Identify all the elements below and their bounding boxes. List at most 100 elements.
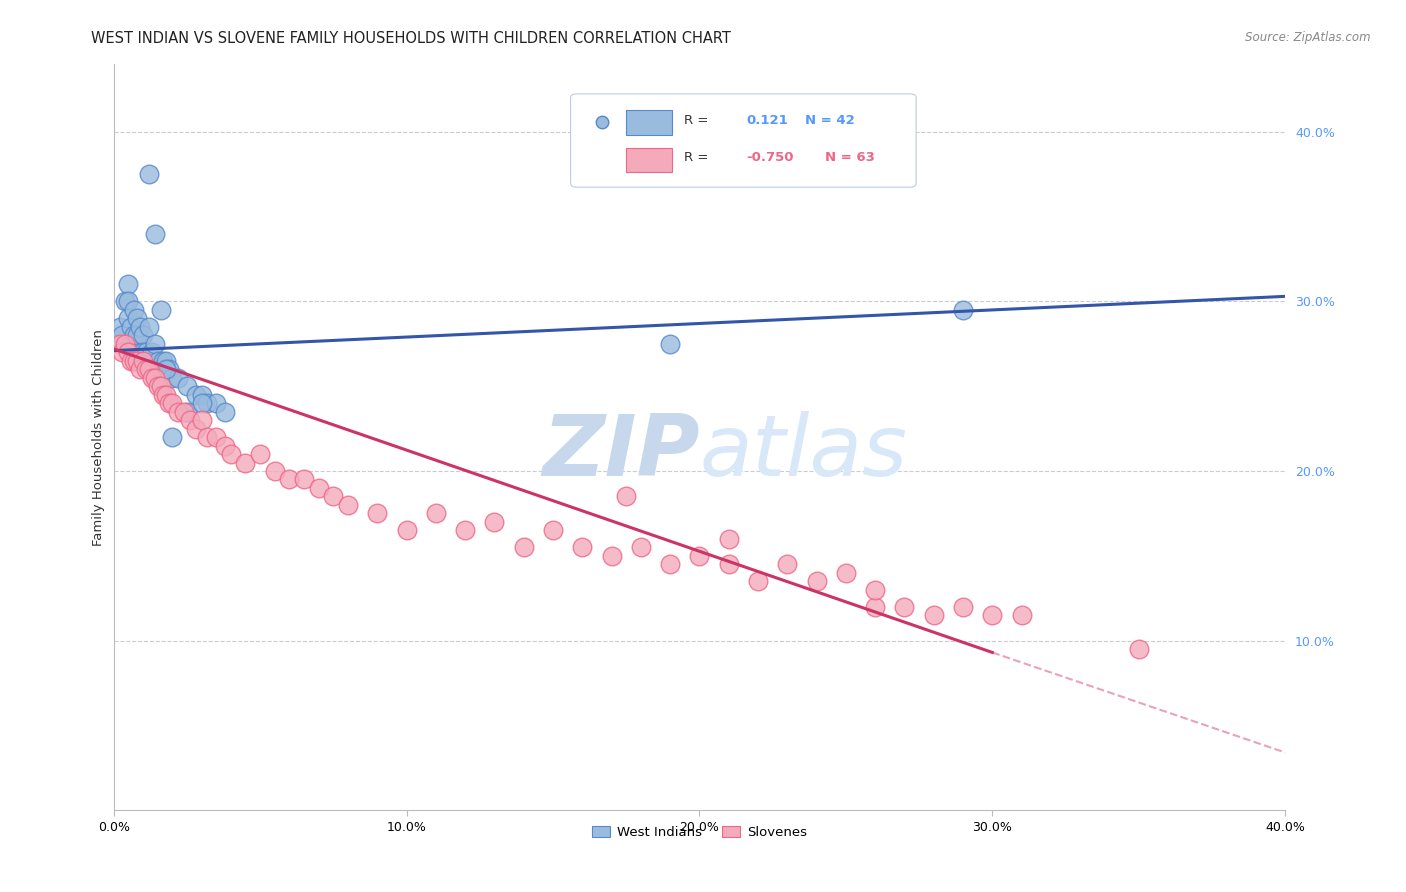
Point — [143, 370, 166, 384]
Point — [149, 362, 172, 376]
Point — [184, 422, 207, 436]
Point — [127, 311, 149, 326]
Point — [120, 336, 142, 351]
Point — [138, 167, 160, 181]
Y-axis label: Family Households with Children: Family Households with Children — [93, 328, 105, 546]
Point — [184, 387, 207, 401]
Legend: West Indians, Slovenes: West Indians, Slovenes — [586, 821, 813, 845]
Point — [120, 319, 142, 334]
Point — [132, 345, 155, 359]
Point — [167, 405, 190, 419]
Point — [600, 549, 623, 563]
Point — [214, 405, 236, 419]
Point — [863, 582, 886, 597]
Point — [122, 302, 145, 317]
Point — [138, 319, 160, 334]
Text: -0.750: -0.750 — [747, 151, 794, 164]
Point — [571, 541, 593, 555]
Point — [922, 608, 945, 623]
Point — [108, 336, 131, 351]
Point — [614, 490, 637, 504]
Text: N = 63: N = 63 — [825, 151, 875, 164]
Point — [108, 319, 131, 334]
Point — [395, 524, 418, 538]
Point — [717, 532, 740, 546]
Point — [190, 396, 212, 410]
Text: ZIP: ZIP — [541, 410, 699, 493]
Point — [157, 362, 180, 376]
Point — [149, 302, 172, 317]
Point — [117, 345, 139, 359]
Point — [111, 328, 134, 343]
Point — [117, 311, 139, 326]
Point — [235, 456, 257, 470]
Point — [425, 507, 447, 521]
Text: WEST INDIAN VS SLOVENE FAMILY HOUSEHOLDS WITH CHILDREN CORRELATION CHART: WEST INDIAN VS SLOVENE FAMILY HOUSEHOLDS… — [91, 31, 731, 46]
Point — [806, 574, 828, 589]
Point — [893, 599, 915, 614]
Point — [688, 549, 710, 563]
Point — [141, 345, 163, 359]
Text: R =: R = — [685, 113, 709, 127]
Point — [952, 302, 974, 317]
Point — [1128, 642, 1150, 657]
Text: atlas: atlas — [699, 410, 907, 493]
Point — [114, 336, 136, 351]
Point — [776, 558, 799, 572]
Point — [157, 396, 180, 410]
Point — [146, 379, 169, 393]
Point — [132, 328, 155, 343]
Point — [167, 370, 190, 384]
Point — [127, 328, 149, 343]
Point — [454, 524, 477, 538]
Point — [143, 227, 166, 241]
Point — [179, 413, 201, 427]
Point — [308, 481, 330, 495]
Point — [263, 464, 285, 478]
Point — [195, 396, 218, 410]
Point — [146, 353, 169, 368]
Point — [117, 294, 139, 309]
Point — [135, 362, 157, 376]
Point — [155, 362, 177, 376]
Point — [205, 396, 228, 410]
Point — [162, 430, 184, 444]
Point — [205, 430, 228, 444]
Point — [155, 353, 177, 368]
Point — [152, 353, 174, 368]
Text: 0.121: 0.121 — [747, 113, 787, 127]
Point — [135, 345, 157, 359]
Point — [129, 345, 152, 359]
Point — [162, 396, 184, 410]
Bar — [626, 111, 672, 135]
Point — [117, 277, 139, 292]
Point — [336, 498, 359, 512]
Point — [152, 387, 174, 401]
Point — [155, 387, 177, 401]
Point — [219, 447, 242, 461]
Point — [322, 490, 344, 504]
Point — [176, 405, 198, 419]
Point — [952, 599, 974, 614]
Point — [747, 574, 769, 589]
Point — [278, 473, 301, 487]
Point — [176, 379, 198, 393]
Point — [120, 353, 142, 368]
FancyBboxPatch shape — [571, 94, 917, 187]
Text: R =: R = — [685, 151, 709, 164]
Point — [132, 353, 155, 368]
Point — [149, 379, 172, 393]
Point — [630, 541, 652, 555]
Point — [863, 599, 886, 614]
Point — [366, 507, 388, 521]
Point — [541, 524, 564, 538]
Point — [141, 370, 163, 384]
Point — [143, 336, 166, 351]
Point — [129, 319, 152, 334]
Point — [190, 413, 212, 427]
Point — [512, 541, 534, 555]
Point — [129, 362, 152, 376]
Point — [190, 387, 212, 401]
Point — [173, 405, 195, 419]
Point — [249, 447, 271, 461]
